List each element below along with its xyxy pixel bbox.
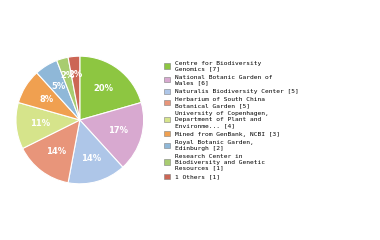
Legend: Centre for Biodiversity
Genomics [7], National Botanic Garden of
Wales [6], Natu: Centre for Biodiversity Genomics [7], Na… [163, 60, 299, 180]
Text: 2%: 2% [60, 71, 74, 80]
Wedge shape [68, 56, 80, 120]
Wedge shape [80, 102, 144, 167]
Text: 11%: 11% [30, 119, 51, 128]
Wedge shape [37, 60, 80, 120]
Wedge shape [80, 56, 141, 120]
Wedge shape [18, 73, 80, 120]
Text: 17%: 17% [108, 126, 128, 135]
Wedge shape [68, 120, 123, 184]
Text: 5%: 5% [52, 82, 66, 91]
Wedge shape [23, 120, 80, 183]
Text: 8%: 8% [39, 95, 53, 104]
Text: 14%: 14% [46, 147, 66, 156]
Wedge shape [16, 102, 80, 149]
Text: 20%: 20% [93, 84, 114, 93]
Text: 14%: 14% [81, 154, 101, 162]
Wedge shape [57, 57, 80, 120]
Text: 2%: 2% [68, 70, 83, 79]
